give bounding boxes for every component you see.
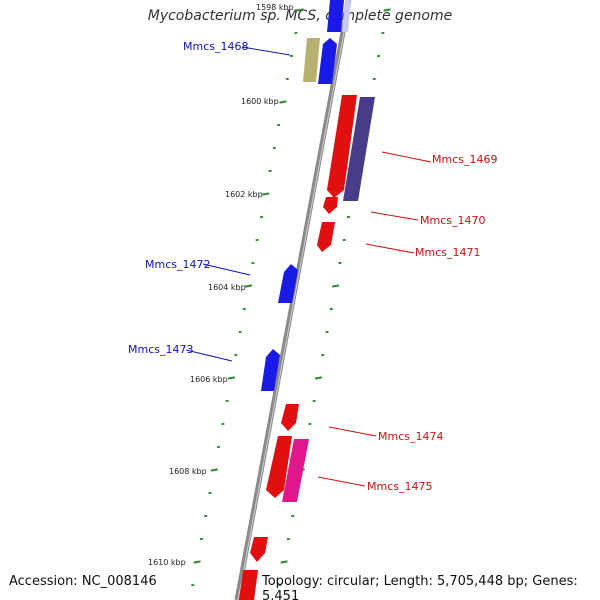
kbp-label-1606: 1606 kbp [190,375,228,384]
leader-mmcs-1473 [185,349,233,362]
tick-mark-left [268,169,272,173]
tick-mark-left [289,54,294,58]
tick-mark-left [238,330,242,334]
gene-mmcs-1470[interactable] [323,197,338,214]
tick-mark-left [285,77,289,81]
tick-mark-right [383,8,391,12]
tick-mark-left [294,31,298,35]
tick-mark-left [279,100,287,104]
kbp-label-1598: 1598 kbp [256,3,294,12]
tick-mark-right [376,54,381,58]
label-mmcs-1468[interactable]: Mmcs_1468 [183,40,248,53]
gene-bottom-2[interactable] [239,570,258,600]
genome-backbone [234,0,352,600]
leader-mmcs-1472 [202,263,251,276]
tick-mark-right [321,353,325,357]
gene-mmcs-1469-purple[interactable] [343,97,375,201]
gene-mmcs-1473[interactable] [261,349,280,391]
tick-mark-left [255,238,259,242]
tick-mark-right [372,77,376,81]
gene-bottom-1[interactable] [250,537,268,562]
gene-mmcs-1474[interactable] [281,404,299,431]
leader-mmcs-1469 [381,151,432,163]
gene-mmcs-1469[interactable] [327,95,357,198]
gene-partial-top-blue[interactable] [327,0,344,32]
label-mmcs-1472[interactable]: Mmcs_1472 [145,258,210,271]
tick-mark-right [329,307,333,311]
gene-olive[interactable] [303,38,320,82]
tick-mark-left [242,307,246,311]
gene-mmcs-1472[interactable] [278,264,298,303]
tick-mark-left [216,445,221,449]
label-mmcs-1470[interactable]: Mmcs_1470 [420,214,485,227]
tick-mark-left [276,123,281,127]
gene-partial-top-light [342,0,351,32]
tick-mark-right [381,31,385,35]
kbp-label-1608: 1608 kbp [169,467,207,476]
kbp-label-1604: 1604 kbp [208,283,246,292]
tick-mark-left [227,376,236,380]
tick-mark-left [296,8,304,12]
tick-mark-right [312,399,316,403]
gene-mmcs-1475-pink[interactable] [282,439,309,502]
tick-mark-right [342,238,346,242]
tick-mark-left [262,192,270,196]
label-mmcs-1475[interactable]: Mmcs_1475 [367,480,432,493]
tick-mark-right [286,537,291,541]
tick-mark-left [221,422,225,426]
tick-mark-left [272,146,277,150]
genome-backbone-highlight [237,0,351,600]
label-mmcs-1471[interactable]: Mmcs_1471 [415,246,480,259]
tick-mark-right [278,583,282,587]
gene-mmcs-1475[interactable] [266,436,292,498]
gene-mmcs-1468[interactable] [318,38,337,84]
map-title: Mycobacterium sp. MCS, complete genome [147,8,453,24]
tick-mark-right [314,376,323,380]
tick-mark-left [225,399,229,403]
label-mmcs-1469[interactable]: Mmcs_1469 [432,153,497,166]
tick-mark-left [245,284,253,288]
tick-mark-right [280,560,288,564]
label-mmcs-1473[interactable]: Mmcs_1473 [128,343,193,356]
tick-mark-right [332,284,340,288]
tick-mark-left [199,537,204,541]
kbp-label-1610: 1610 kbp [148,558,186,567]
tick-mark-right [338,261,342,265]
leader-mmcs-1468 [241,46,291,56]
tick-mark-left [204,514,208,518]
tick-mark-right [291,514,295,518]
kbp-label-1600: 1600 kbp [241,97,279,106]
label-mmcs-1474[interactable]: Mmcs_1474 [378,430,443,443]
leader-mmcs-1470 [370,211,419,221]
leader-mmcs-1471 [365,243,415,254]
accession-text: Accession: NC_008146 [9,574,157,589]
kbp-label-1602: 1602 kbp [225,190,263,199]
gene-mmcs-1471[interactable] [317,222,335,252]
tick-mark-right [325,330,329,334]
leader-mmcs-1475 [317,476,366,487]
tick-mark-left [234,353,238,357]
tick-mark-right [308,422,312,426]
tick-mark-right [346,215,351,219]
leader-mmcs-1474 [328,426,377,437]
tick-mark-left [210,468,218,472]
tick-mark-left [208,491,212,495]
tick-mark-left [193,560,201,564]
topology-text: Topology: circular; Length: 5,705,448 bp… [262,574,578,600]
tick-mark-left [191,583,195,587]
tick-mark-left [251,261,255,265]
tick-mark-left [259,215,264,219]
